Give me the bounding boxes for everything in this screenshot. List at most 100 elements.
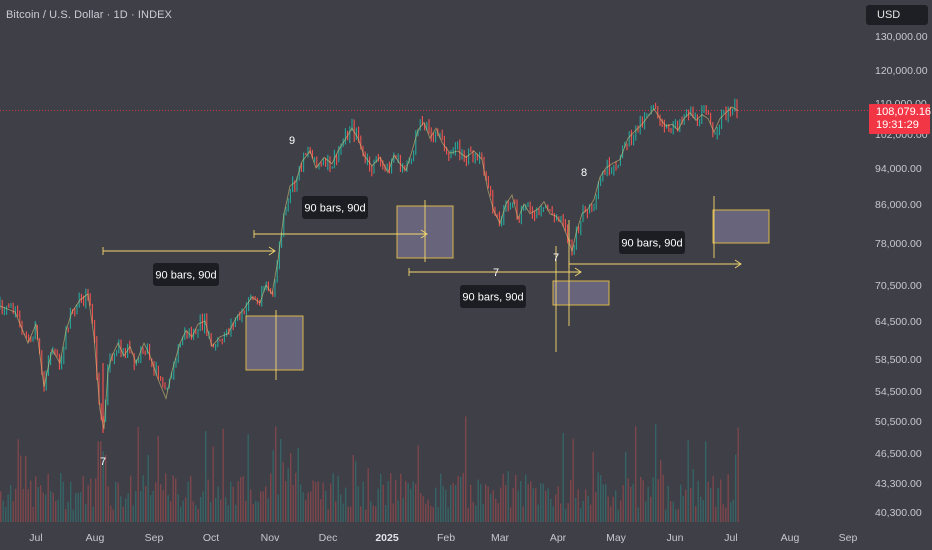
time-axis[interactable]: Jul Aug Sep Oct Nov Dec 2025 Feb Mar Apr May Jun Jul… (29, 532, 857, 544)
range-label: 90 bars, 90d (155, 270, 216, 282)
volume-bar (220, 499, 222, 522)
volume-bar (245, 500, 247, 522)
range-box[interactable] (245, 315, 304, 371)
volume-bar (237, 481, 239, 522)
volume-bar (67, 501, 69, 522)
volume-bar (577, 489, 579, 522)
volume-bar (530, 481, 532, 522)
volume-bar (177, 494, 179, 522)
volume-bar (697, 480, 699, 522)
price-axis-label: 86,000.00 (875, 199, 922, 211)
volume-bar (145, 485, 147, 522)
volume-bar (512, 487, 514, 522)
volume-bar (682, 496, 684, 522)
volume-bar (282, 462, 284, 522)
range-box[interactable] (552, 280, 610, 306)
volume-bar (600, 475, 602, 522)
volume-bar (497, 503, 499, 522)
volume-bar (187, 481, 189, 522)
price-axis-label: 64,500.00 (875, 316, 922, 328)
volume-bar (532, 487, 534, 522)
volume-bar (672, 501, 674, 522)
volume-bar (112, 509, 114, 522)
volume-bar (730, 502, 732, 522)
volume-bar (17, 439, 19, 522)
volume-bar (522, 506, 524, 522)
volume-bar (167, 495, 169, 522)
bar-countdown: 19:31:29 (876, 119, 919, 131)
price-axis[interactable]: 130,000.00120,000.00110,000.00102,000.00… (875, 31, 928, 519)
volume-bar (445, 489, 447, 522)
volume-bar (205, 431, 207, 522)
currency-button[interactable]: USD (866, 5, 928, 25)
volume-bar (667, 485, 669, 522)
volume-bar (265, 486, 267, 522)
volume-bar (217, 486, 219, 522)
volume-bar (337, 475, 339, 522)
volume-bar (615, 490, 617, 522)
volume-bar (732, 499, 734, 522)
volume-bar (165, 473, 167, 522)
volume-bar (80, 492, 82, 522)
volume-bar (412, 481, 414, 522)
volume-bar (607, 496, 609, 522)
volume-bar (0, 491, 2, 522)
volume-bar (32, 506, 34, 522)
time-axis-label: Jul (724, 532, 737, 544)
volume-bar (5, 507, 7, 522)
volume-bar (82, 475, 84, 522)
volume-bar (352, 454, 354, 522)
range-box[interactable] (712, 209, 770, 244)
volume-bar (587, 495, 589, 522)
volume-bar (555, 494, 557, 522)
volume-bar (552, 506, 554, 522)
volume-bar (727, 474, 729, 522)
volume-bar (190, 475, 192, 522)
volume-bar (415, 483, 417, 522)
volume-bar (202, 491, 204, 522)
volume-bar (527, 484, 529, 522)
time-axis-label: Oct (203, 532, 219, 544)
volume-bar (515, 475, 517, 522)
volume-bar (590, 504, 592, 522)
time-axis-label: Jun (667, 532, 684, 544)
volume-bar (420, 493, 422, 522)
volume-bar (322, 482, 324, 522)
volume-bar (232, 486, 234, 522)
volume-bar (212, 446, 214, 522)
volume-bar (602, 484, 604, 522)
volume-bar (127, 493, 129, 522)
drawing-annotations[interactable]: 90 bars, 90d 90 bars, 90d 90 bars, 90d 90 b… (100, 135, 770, 468)
volume-bar (95, 478, 97, 522)
range-arrow-head (734, 259, 742, 269)
volume-bar (710, 487, 712, 522)
volume-bar (192, 501, 194, 522)
volume-bar (307, 492, 309, 522)
volume-bar (650, 496, 652, 522)
volume-bar (620, 500, 622, 522)
volume-bar (267, 498, 269, 522)
volume-bar (610, 506, 612, 522)
volume-bar (20, 455, 22, 522)
volume-bar (47, 473, 49, 522)
volume-bar (195, 505, 197, 522)
volume-bar (315, 482, 317, 522)
volume-bar (377, 488, 379, 522)
volume-bar (652, 477, 654, 522)
volume-bar (350, 506, 352, 522)
volume-bar (385, 505, 387, 522)
bar-count-label: 8 (581, 167, 587, 179)
price-trend-line (0, 106, 739, 430)
volume-bar (207, 479, 209, 522)
volume-bar (242, 476, 244, 522)
volume-bar (470, 484, 472, 522)
volume-bar (452, 482, 454, 522)
volume-bar (705, 441, 707, 522)
volume-bar (725, 507, 727, 522)
volume-bar (247, 434, 249, 522)
volume-bar (427, 499, 429, 522)
volume-bar (12, 501, 14, 522)
volume-bar (355, 461, 357, 522)
